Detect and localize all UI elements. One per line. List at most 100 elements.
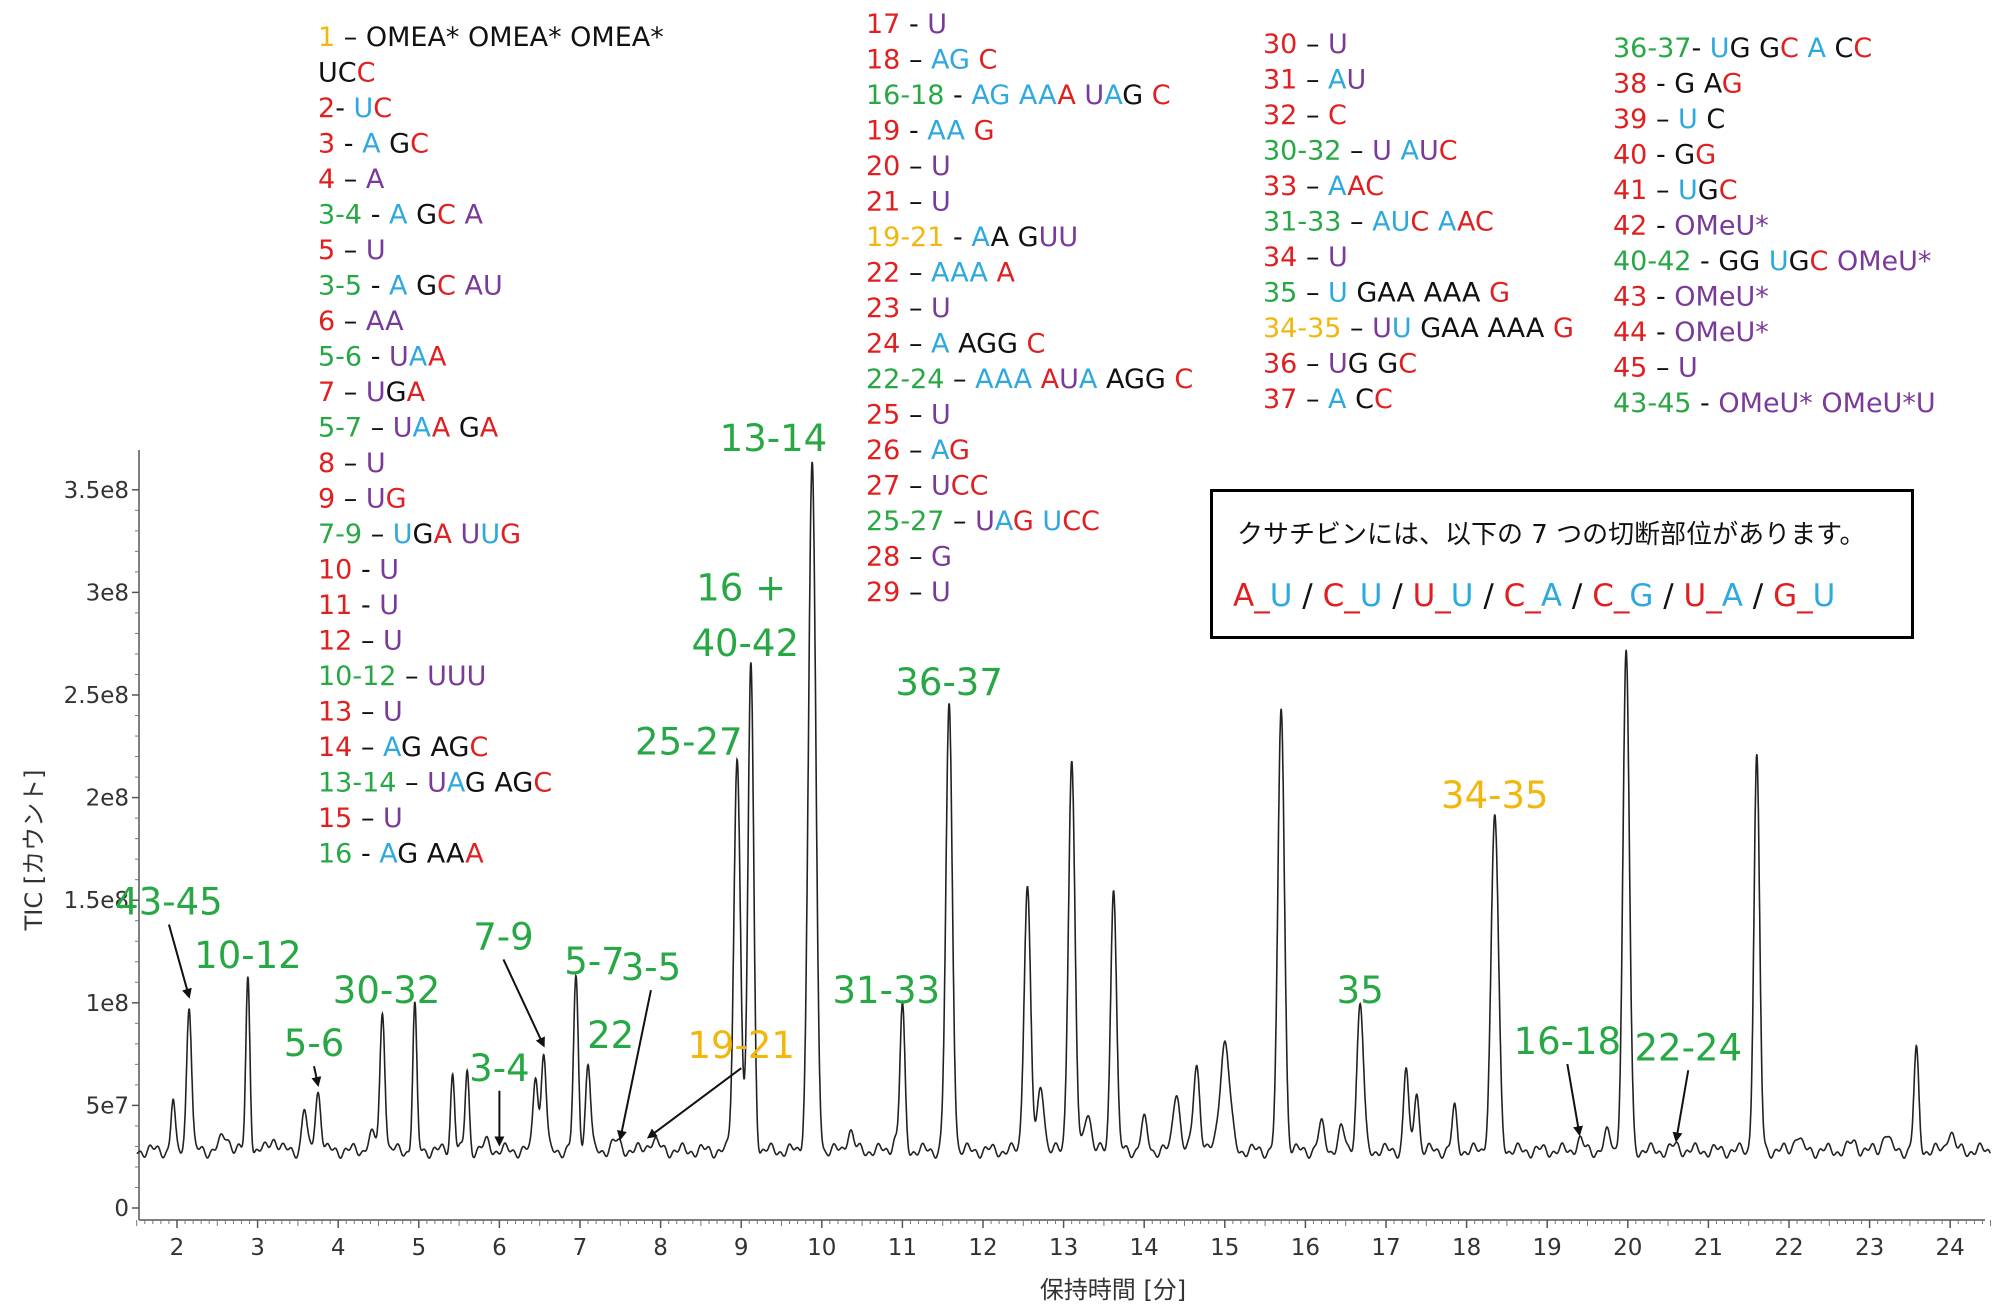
legend-segment: – [900,187,931,218]
peak-label: 7-9 [473,915,533,958]
legend-segment: A [971,222,990,253]
legend-segment: AG AA [971,80,1057,111]
legend-segment: A [931,435,950,466]
legend-segment: – [352,697,383,728]
legend-segment: 30-32 [1263,136,1341,167]
legend-segment: 41 [1613,175,1647,206]
legend-line: 3 - A GC [318,129,429,160]
legend-segment: – [900,258,931,289]
legend-segment: A [1328,384,1347,415]
x-tick-label: 17 [1371,1235,1400,1261]
peak-arrow [311,1065,322,1087]
legend-segment: 6 [318,306,335,337]
legend-line: 35 – U GAA AAA G [1263,278,1510,309]
legend-segment: – [1647,104,1678,135]
x-tick-label: 7 [573,1235,588,1261]
legend-segment: U [383,803,403,834]
legend-segment: 16-18 [866,80,944,111]
legend-segment: U [354,93,374,124]
peak-label: 16-18 [1514,1020,1622,1063]
legend-segment: U [1678,175,1698,206]
legend-segment: 4 [318,164,335,195]
site-separator: / [1473,578,1504,614]
legend-segment: UC [318,58,357,89]
legend-segment: U [1372,136,1392,167]
legend-line: 26 – AG [866,435,970,466]
legend-segment: U [427,768,447,799]
legend-segment: 15 [318,803,352,834]
x-tick-label: 16 [1291,1235,1320,1261]
peak-arrow [1566,1063,1584,1137]
legend-segment: G [1789,246,1810,277]
peak-label: 31-33 [833,969,941,1012]
legend-segment: 39 [1613,104,1647,135]
legend-segment: AU [1372,207,1410,238]
legend-segment: 43-45 [1613,388,1691,419]
legend-line: 21 – U [866,187,951,218]
legend-segment: 3-4 [318,200,362,231]
legend-segment: C [373,93,392,124]
legend-segment: 7-9 [318,519,362,550]
legend-segment: U [1678,104,1698,135]
legend-segment: - [1647,317,1674,348]
peak-arrow [1672,1070,1690,1143]
legend-segment: GAA AAA [1412,313,1553,344]
x-tick-label: 19 [1533,1235,1562,1261]
legend-segment: AC [1347,171,1384,202]
legend-line: 43-45 - OMeU* OMeU*U [1613,388,1936,419]
legend-line: 22 – AAA A [866,258,1016,289]
cleavage-site: A [1721,578,1743,614]
legend-segment: G AG [401,732,469,763]
legend-segment: – [396,768,427,799]
x-tick-label: 15 [1210,1235,1239,1261]
legend-segment: A [1057,80,1076,111]
legend-line: 30 – U [1263,29,1348,60]
legend-segment: 13-14 [318,768,396,799]
legend-segment: A [1328,65,1347,96]
legend-line: 36 – UG GC [1263,349,1417,380]
legend-segment: 44 [1613,317,1647,348]
x-tick-label: 20 [1613,1235,1642,1261]
legend-line: 17 - U [866,9,947,40]
legend-segment: 9 [318,484,335,515]
legend-segment: - [900,116,927,147]
legend-segment: 29 [866,577,900,608]
legend-segment: – OMEA* OMEA* OMEA* [335,22,664,53]
x-tick-label: 23 [1855,1235,1884,1261]
y-tick-label: 2e8 [86,786,129,812]
legend-segment: 16 [318,839,352,870]
legend-segment: U [975,506,995,537]
legend-segment: AA [366,306,404,337]
legend-segment: – [335,377,366,408]
legend-segment: A [995,506,1014,537]
legend-line: 12 – U [318,626,403,657]
legend-segment: AAA [931,258,988,289]
legend-segment: – [900,293,931,324]
legend-line: 24 – A AGG C [866,329,1045,360]
legend-segment: G [450,413,480,444]
legend-segment: G [381,129,411,160]
legend-segment: C [410,129,429,160]
legend-segment: – [1647,353,1678,384]
legend-segment: 31 [1263,65,1297,96]
legend-line: 29 – U [866,577,951,608]
legend-segment: A [1438,207,1457,238]
legend-segment: C [1780,33,1799,64]
legend-segment: U [393,413,413,444]
legend-segment: - [362,271,389,302]
legend-segment: U [1392,313,1412,344]
legend-segment: U [366,484,386,515]
legend-segment: U [1328,349,1348,380]
peak-label: 43-45 [115,881,223,924]
legend-line: 16-18 - AG AAA UAG C [866,80,1171,111]
cleavage-site-list: A_U / C_U / U_U / C_A / C_G / U_A / G_U [1233,578,1835,614]
legend-line: 45 – U [1613,353,1698,384]
legend-line: 41 – UGC [1613,175,1738,206]
legend-segment: U [1059,364,1079,395]
legend-segment: C [1027,329,1046,360]
legend-segment: - [1691,388,1718,419]
legend-segment: A [407,377,426,408]
legend-line: 23 – U [866,293,951,324]
